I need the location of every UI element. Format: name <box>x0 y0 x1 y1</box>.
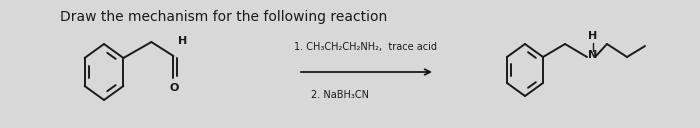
Text: N: N <box>588 50 597 60</box>
Text: O: O <box>169 83 179 93</box>
Text: H: H <box>178 36 188 46</box>
Text: H: H <box>589 31 598 41</box>
Text: Draw the mechanism for the following reaction: Draw the mechanism for the following rea… <box>60 10 387 24</box>
Text: 1. CH₃CH₂CH₂NH₂,  trace acid: 1. CH₃CH₂CH₂NH₂, trace acid <box>295 42 438 52</box>
Text: 2. NaBH₃CN: 2. NaBH₃CN <box>311 90 369 100</box>
